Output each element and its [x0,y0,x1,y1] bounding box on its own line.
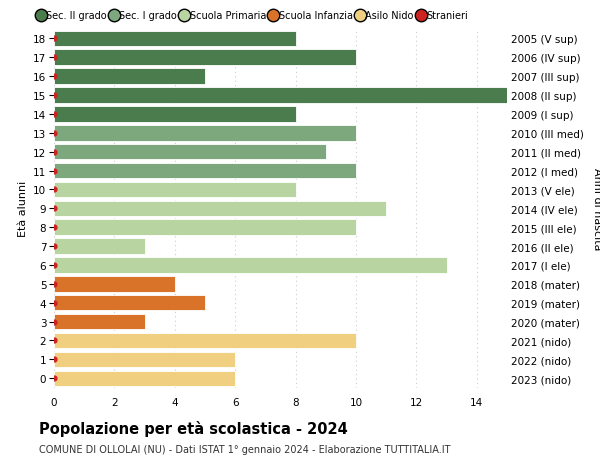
Y-axis label: Anni di nascita: Anni di nascita [592,168,600,250]
Bar [54,314,145,330]
Bar [54,257,446,273]
Bar [54,69,205,84]
Bar [54,50,356,66]
Bar [54,107,296,123]
Bar [54,126,356,141]
Bar [54,371,235,386]
Bar [54,276,175,292]
Text: Popolazione per età scolastica - 2024: Popolazione per età scolastica - 2024 [39,420,348,436]
Bar [54,182,296,198]
Bar [54,88,507,104]
Bar [54,163,356,179]
Bar [54,32,296,47]
Bar [54,220,356,235]
Text: COMUNE DI OLLOLAI (NU) - Dati ISTAT 1° gennaio 2024 - Elaborazione TUTTITALIA.IT: COMUNE DI OLLOLAI (NU) - Dati ISTAT 1° g… [39,444,451,454]
Legend: Sec. II grado, Sec. I grado, Scuola Primaria, Scuola Infanzia, Asilo Nido, Stran: Sec. II grado, Sec. I grado, Scuola Prim… [38,11,468,22]
Bar [54,145,326,160]
Bar [54,352,235,367]
Bar [54,295,205,311]
Bar [54,201,386,217]
Bar [54,239,145,254]
Bar [54,333,356,348]
Y-axis label: Età alunni: Età alunni [17,181,28,237]
